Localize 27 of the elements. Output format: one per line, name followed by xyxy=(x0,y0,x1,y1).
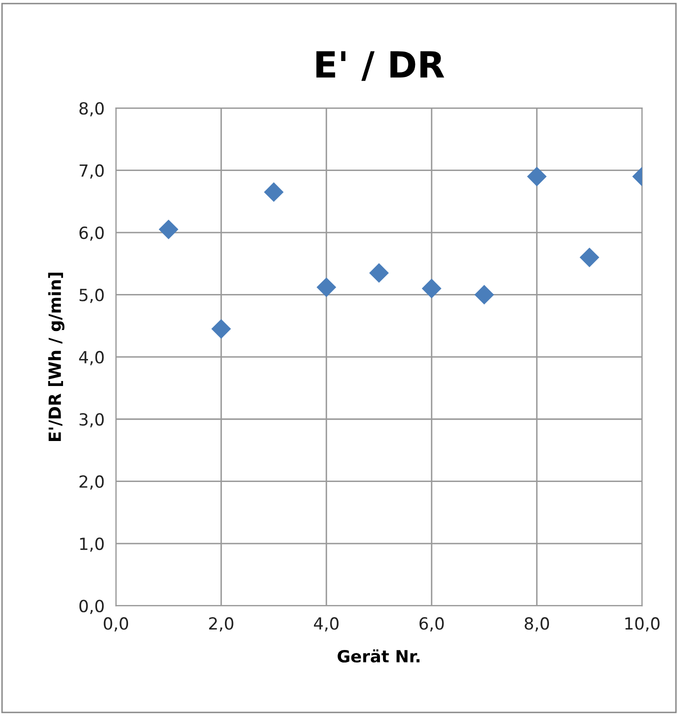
x-tick-label: 2,0 xyxy=(209,617,234,632)
y-axis-title: E'/DR [Wh / g/min] xyxy=(48,272,64,441)
y-tick-label: 7,0 xyxy=(80,164,104,179)
y-tick-label: 2,0 xyxy=(80,475,104,490)
point xyxy=(527,167,546,186)
chart-title: E' / DR xyxy=(316,51,444,81)
x-axis-title: Gerät Nr. xyxy=(338,649,420,663)
y-tick-label: 0,0 xyxy=(79,600,104,614)
x-tick-label: 6,0 xyxy=(420,617,444,632)
point xyxy=(580,248,599,267)
point xyxy=(316,278,336,297)
point xyxy=(159,220,178,239)
point xyxy=(422,278,442,298)
y-tick-label: 4,0 xyxy=(79,350,104,366)
x-tick-label: 8,0 xyxy=(524,617,549,632)
point xyxy=(264,182,284,202)
y-tick-label: 8,0 xyxy=(79,102,104,116)
point xyxy=(369,263,389,282)
x-tick-label: 0,0 xyxy=(104,617,128,632)
x-tick-label: 4,0 xyxy=(314,617,339,632)
point xyxy=(212,319,231,338)
y-tick-label: 5,0 xyxy=(80,288,104,303)
y-tick-label: 1,0 xyxy=(80,537,104,552)
y-tick-label: 3,0 xyxy=(80,413,104,428)
y-tick-label: 6,0 xyxy=(79,226,104,241)
point xyxy=(474,285,494,304)
x-tick-label: 10,0 xyxy=(625,617,660,632)
